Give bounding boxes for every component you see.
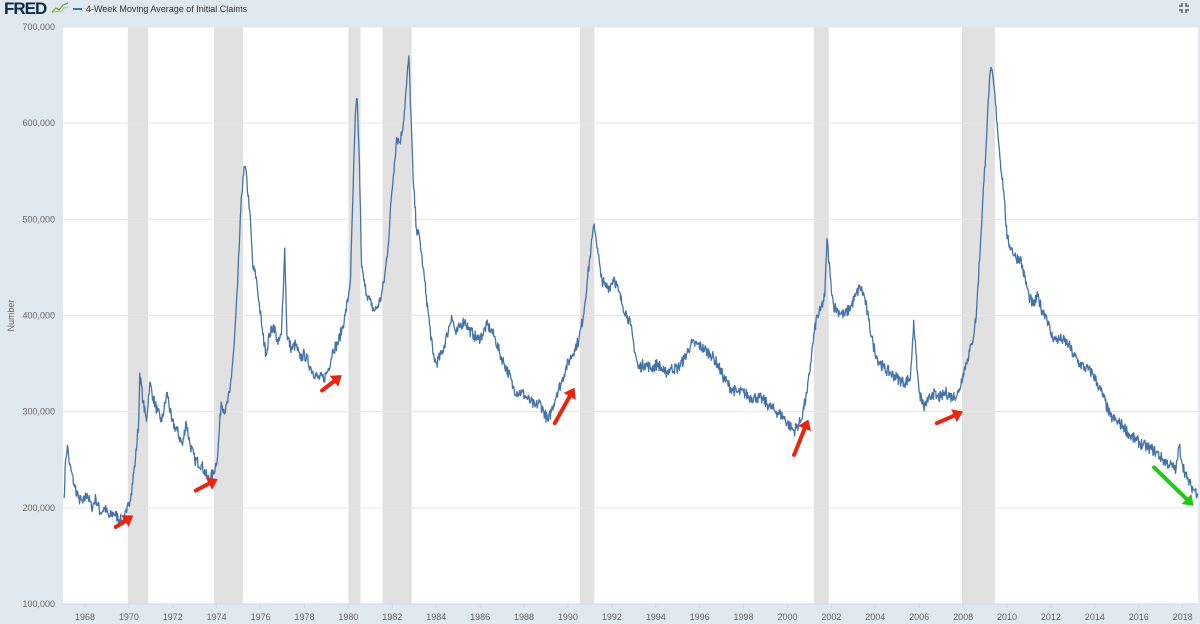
red-arrow-head xyxy=(951,409,964,423)
red-arrow xyxy=(792,419,812,457)
x-tick-label: 1968 xyxy=(75,612,95,622)
x-tick-label: 1992 xyxy=(602,612,622,622)
x-tick-label: 1986 xyxy=(470,612,490,622)
x-tick-label: 1972 xyxy=(163,612,183,622)
x-tick-label: 1978 xyxy=(294,612,314,622)
x-tick-label: 2000 xyxy=(777,612,797,622)
red-arrow-head xyxy=(563,387,576,400)
red-arrow xyxy=(552,387,576,426)
y-tick-label: 300,000 xyxy=(22,407,55,417)
x-tick-label: 2004 xyxy=(865,612,885,622)
chart-header: FRED 4-Week Moving Average of Initial Cl… xyxy=(0,0,1200,20)
red-arrow-head xyxy=(205,477,218,490)
x-tick-label: 2010 xyxy=(997,612,1017,622)
legend-label: 4-Week Moving Average of Initial Claims xyxy=(86,4,248,14)
green-arrow-head xyxy=(1181,493,1194,506)
y-tick-label: 700,000 xyxy=(22,22,55,32)
x-tick-label: 1988 xyxy=(514,612,534,622)
x-tick-label: 1982 xyxy=(382,612,402,622)
legend-swatch xyxy=(73,8,82,10)
red-arrow-shaft xyxy=(552,394,572,426)
y-tick-label: 600,000 xyxy=(22,118,55,128)
y-tick-label: 200,000 xyxy=(22,503,55,513)
red-arrow xyxy=(193,477,218,493)
x-tick-label: 1994 xyxy=(646,612,666,622)
x-tick-label: 2016 xyxy=(1129,612,1149,622)
x-tick-label: 1970 xyxy=(119,612,139,622)
x-tick-label: 2018 xyxy=(1173,612,1193,622)
x-tick-label: 1984 xyxy=(426,612,446,622)
y-axis-title: Number xyxy=(6,299,16,331)
legend: 4-Week Moving Average of Initial Claims xyxy=(73,3,247,15)
green-arrow-shaft xyxy=(1152,465,1189,501)
red-arrow-head xyxy=(798,419,812,432)
red-arrow-head xyxy=(329,375,342,387)
red-arrow xyxy=(113,515,134,530)
red-arrow-shaft xyxy=(792,426,807,457)
y-tick-label: 400,000 xyxy=(22,311,55,321)
x-tick-label: 2002 xyxy=(821,612,841,622)
x-tick-label: 2008 xyxy=(953,612,973,622)
x-tick-label: 1998 xyxy=(734,612,754,622)
red-arrow-head xyxy=(121,515,134,527)
fullscreen-toggle-icon[interactable] xyxy=(1178,2,1190,14)
green-arrow xyxy=(1152,465,1194,506)
red-arrow-shaft xyxy=(113,519,127,530)
x-tick-label: 1990 xyxy=(558,612,578,622)
x-tick-label: 1980 xyxy=(338,612,358,622)
red-arrow xyxy=(320,375,342,393)
fred-logo[interactable]: FRED xyxy=(4,0,47,18)
x-tick-label: 2012 xyxy=(1041,612,1061,622)
x-tick-label: 1996 xyxy=(690,612,710,622)
series-line[interactable] xyxy=(63,55,1199,526)
red-arrow xyxy=(934,409,964,426)
y-tick-label: 100,000 xyxy=(22,599,55,609)
x-tick-label: 2014 xyxy=(1085,612,1105,622)
red-arrow-shaft xyxy=(320,379,336,393)
x-tick-label: 2006 xyxy=(909,612,929,622)
y-tick-label: 500,000 xyxy=(22,214,55,224)
x-tick-label: 1976 xyxy=(251,612,271,622)
x-tick-label: 1974 xyxy=(207,612,227,622)
red-arrow-shaft xyxy=(193,481,211,493)
logo-graph-icon xyxy=(51,2,69,14)
red-arrow-shaft xyxy=(934,413,956,426)
